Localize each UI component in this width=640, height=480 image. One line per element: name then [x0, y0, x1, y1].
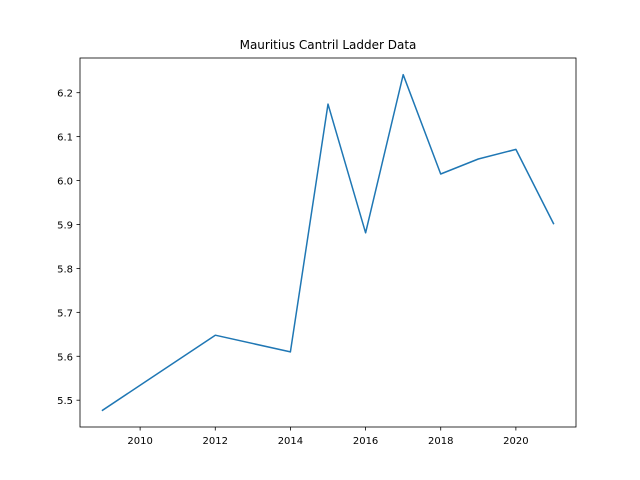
x-tick-label: 2020	[503, 436, 528, 447]
series-line-0	[101, 73, 555, 412]
y-tick-label: 6.0	[57, 177, 73, 188]
y-tick-label: 6.1	[57, 133, 73, 144]
chart-title: Mauritius Cantril Ladder Data	[240, 38, 417, 52]
x-tick-label: 2014	[278, 436, 303, 447]
y-tick-label: 5.7	[57, 308, 73, 319]
plot-area: 2010 2012 2014 2016 2018 2020 5.5 5.6 5.7 5.8 5.9 6…	[57, 57, 577, 447]
axes-frame	[79, 57, 577, 428]
y-tick-label: 5.9	[57, 220, 73, 231]
y-tick-label: 6.2	[57, 89, 73, 100]
x-tick-label: 2012	[203, 436, 228, 447]
x-tick-label: 2016	[353, 436, 378, 447]
y-tick-label: 5.5	[57, 396, 73, 407]
y-tick-label: 5.6	[57, 352, 73, 363]
y-tick-label: 5.8	[57, 264, 73, 275]
x-tick-label: 2018	[428, 436, 453, 447]
x-tick-label: 2010	[127, 436, 152, 447]
